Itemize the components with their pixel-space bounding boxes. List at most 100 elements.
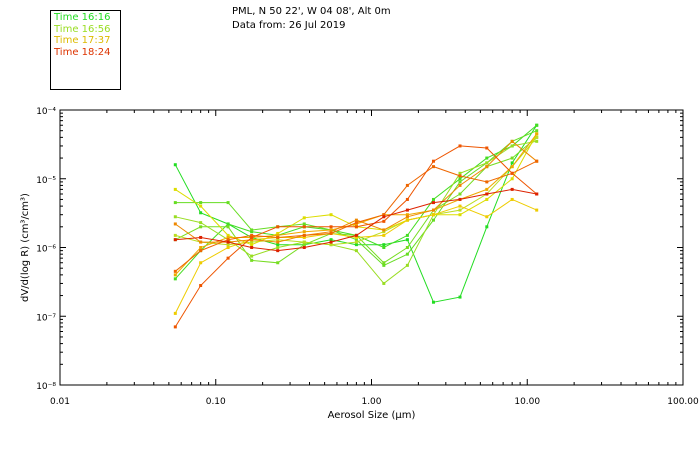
series-point: [276, 243, 280, 247]
series-point: [510, 139, 514, 143]
series-point: [276, 231, 280, 235]
series-point: [199, 201, 203, 205]
series-point: [354, 249, 358, 253]
series-point: [250, 246, 254, 249]
series-point: [458, 171, 462, 175]
series-point: [226, 240, 230, 244]
series-point: [458, 144, 462, 148]
series-point: [458, 177, 462, 181]
series-point: [510, 144, 514, 148]
series-point: [458, 204, 462, 208]
series-point: [276, 261, 280, 265]
series-point: [226, 238, 230, 242]
series-point: [173, 325, 177, 329]
x-tick-label: 0.01: [50, 397, 70, 407]
legend-item-2: Time 17:37: [54, 35, 111, 46]
legend-item-0: Time 16:16: [54, 12, 111, 23]
series-point: [382, 213, 386, 217]
series-point: [405, 215, 409, 219]
series-point: [405, 238, 409, 242]
series-point: [485, 187, 489, 191]
series-point: [276, 249, 280, 253]
series-point: [535, 132, 539, 136]
series-point: [329, 243, 333, 247]
series-point: [405, 197, 409, 201]
series-point: [199, 235, 203, 239]
series-point: [302, 225, 306, 229]
series-point: [510, 177, 514, 181]
series-point: [250, 233, 254, 237]
series-point: [510, 171, 514, 175]
date-subtitle: Data from: 26 Jul 2019: [232, 20, 346, 31]
series-point: [329, 228, 333, 232]
series-point: [535, 208, 539, 212]
y-tick-label: 10⁻⁵: [36, 176, 56, 186]
series-point: [458, 192, 462, 196]
series-point: [329, 240, 333, 244]
series-point: [405, 218, 409, 222]
series-point: [485, 156, 489, 160]
series-point: [510, 165, 514, 169]
series-point: [173, 238, 177, 242]
series-point: [458, 295, 462, 299]
series-point: [354, 221, 358, 225]
series-point: [405, 213, 409, 217]
series-point: [354, 218, 358, 222]
series-point: [382, 233, 386, 237]
series-point: [431, 208, 435, 212]
series-point: [276, 235, 280, 239]
series-point: [250, 228, 254, 232]
series-point: [276, 246, 280, 249]
series-point: [354, 243, 358, 247]
series-point: [405, 246, 409, 249]
series-point: [173, 273, 177, 277]
y-axis-title: dV/d(log R) (cm³/cm³): [20, 193, 31, 302]
series-point: [199, 211, 203, 215]
y-tick-label: 10⁻⁸: [36, 382, 56, 392]
series-line: [174, 160, 537, 272]
series-point: [226, 233, 230, 237]
y-tick-label: 10⁻⁶: [36, 245, 56, 255]
series-point: [226, 246, 230, 249]
series-point: [199, 246, 203, 249]
series-point: [535, 135, 539, 139]
series-point: [173, 269, 177, 273]
series-point: [199, 249, 203, 253]
series-point: [329, 225, 333, 229]
x-tick-label: 0.10: [206, 397, 226, 407]
legend-box: [50, 10, 121, 90]
series-point: [405, 263, 409, 267]
series-point: [173, 201, 177, 205]
series-point: [329, 213, 333, 217]
series-point: [354, 240, 358, 244]
legend-item-1: Time 16:56: [54, 23, 111, 35]
series-point: [485, 192, 489, 196]
series-12: [173, 187, 539, 253]
series-point: [199, 225, 203, 229]
series-point: [405, 183, 409, 187]
series-point: [302, 240, 306, 244]
series-point: [382, 263, 386, 267]
series-6: [173, 132, 539, 247]
series-point: [226, 225, 230, 229]
series-point: [250, 238, 254, 242]
series-point: [458, 197, 462, 201]
legend-item-3: Time 18:24: [54, 46, 111, 58]
series-point: [250, 235, 254, 239]
series-point: [485, 161, 489, 165]
series-point: [276, 225, 280, 229]
series-point: [485, 197, 489, 201]
series-point: [226, 256, 230, 260]
series-point: [226, 222, 230, 226]
series-point: [382, 281, 386, 285]
series-point: [405, 252, 409, 256]
series-point: [458, 183, 462, 187]
series-point: [431, 218, 435, 222]
x-tick-label: 10.00: [514, 397, 540, 407]
series-point: [302, 230, 306, 234]
series-point: [485, 215, 489, 219]
series-point: [302, 235, 306, 239]
series-point: [250, 243, 254, 247]
series-point: [302, 233, 306, 237]
series-point: [431, 201, 435, 205]
